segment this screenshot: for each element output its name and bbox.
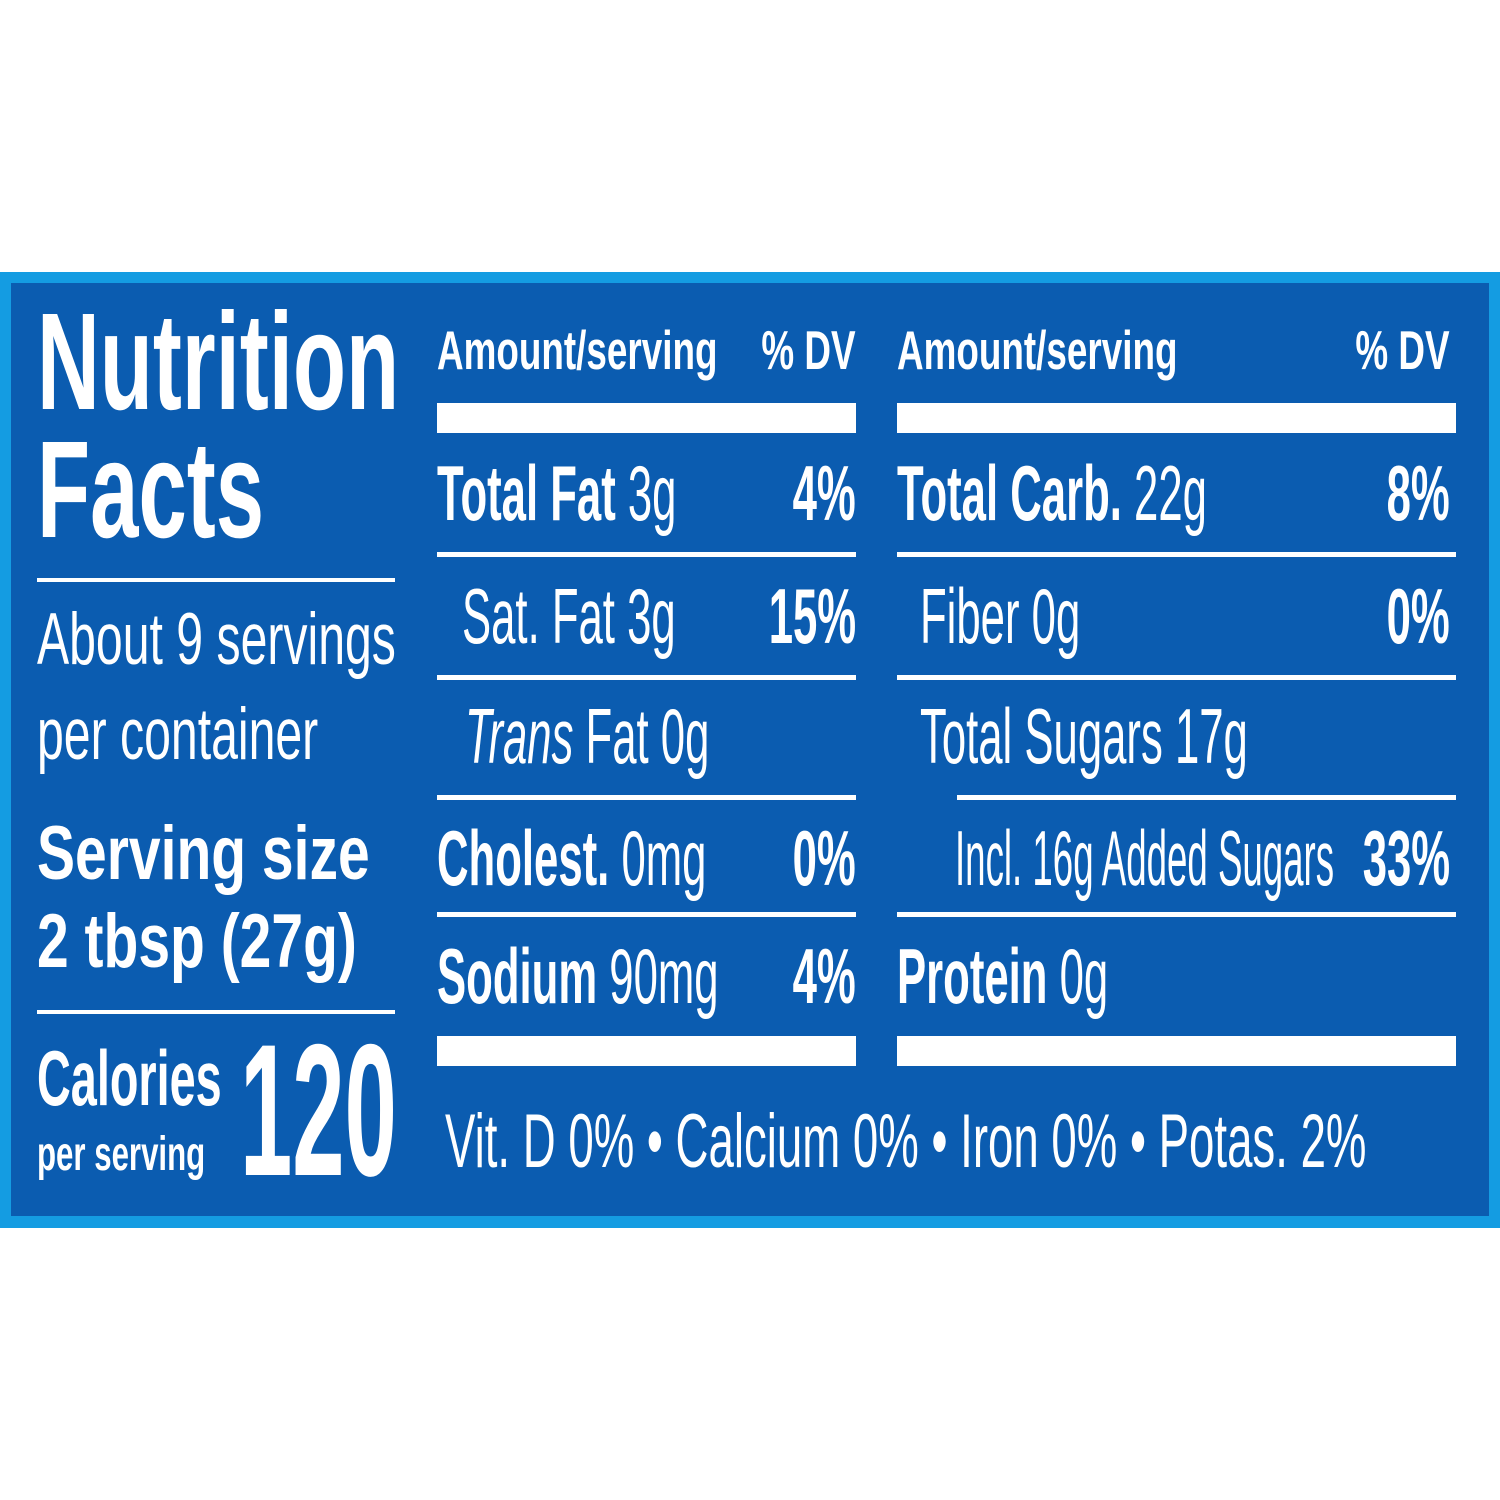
- servings-per-container-2: per container: [37, 694, 319, 775]
- row-added-sugars: Incl. 16g Added Sugars: [955, 814, 1335, 902]
- dv-fiber: 0%: [1386, 572, 1450, 660]
- header-amount-right: Amount/serving: [897, 319, 1178, 381]
- dv-sodium: 4%: [792, 932, 856, 1020]
- dv-cholesterol: 0%: [792, 814, 856, 902]
- bullet-separator: •: [1129, 1099, 1146, 1184]
- divider: [37, 578, 395, 582]
- bullet-separator: •: [931, 1099, 948, 1184]
- title-nutrition: Nutrition: [37, 285, 400, 439]
- row-sodium: Sodium 90mg: [437, 932, 719, 1020]
- calories-label: Calories: [37, 1034, 222, 1122]
- row-total-carb: Total Carb. 22g: [897, 449, 1207, 537]
- divider: [897, 675, 1456, 680]
- potassium: Potas. 2%: [1158, 1099, 1367, 1184]
- bullet-separator: •: [646, 1099, 663, 1184]
- thick-bar: [437, 403, 856, 433]
- divider: [897, 552, 1456, 557]
- thick-bar: [897, 1036, 1456, 1066]
- dv-added-sugars: 33%: [1362, 814, 1450, 902]
- calcium: Calcium 0%: [675, 1099, 919, 1184]
- divider: [437, 552, 856, 557]
- divider: [957, 795, 1456, 800]
- header-amount: Amount/serving: [437, 319, 718, 381]
- row-sat-fat: Sat. Fat 3g: [462, 572, 676, 660]
- divider: [437, 675, 856, 680]
- divider: [437, 912, 856, 917]
- thick-bar: [897, 403, 1456, 433]
- thick-bar: [437, 1036, 856, 1066]
- dv-total-carb: 8%: [1386, 449, 1450, 537]
- divider: [37, 1010, 395, 1014]
- row-fiber: Fiber 0g: [920, 572, 1081, 660]
- row-cholesterol: Cholest. 0mg: [437, 814, 707, 902]
- header-dv: % DV: [761, 319, 856, 381]
- row-trans-fat: Trans Fat 0g: [465, 692, 710, 780]
- title-facts: Facts: [37, 413, 265, 567]
- serving-size-value: 2 tbsp (27g): [37, 899, 357, 984]
- vitamins-minerals: Vit. D 0% • Calcium 0% • Iron 0% • Potas…: [445, 1104, 1366, 1180]
- iron: Iron 0%: [960, 1099, 1118, 1184]
- row-protein: Protein 0g: [897, 932, 1109, 1020]
- divider: [437, 795, 856, 800]
- divider: [897, 912, 1456, 917]
- vitamin-d: Vit. D 0%: [445, 1099, 635, 1184]
- servings-per-container: About 9 servings: [37, 599, 396, 680]
- dv-total-fat: 4%: [792, 449, 856, 537]
- row-total-fat: Total Fat 3g: [437, 449, 677, 537]
- header-dv-right: % DV: [1355, 319, 1450, 381]
- dv-sat-fat: 15%: [768, 572, 856, 660]
- calories-value: 120: [240, 1005, 397, 1215]
- serving-size-label: Serving size: [37, 811, 370, 896]
- calories-sublabel: per serving: [37, 1128, 206, 1181]
- row-total-sugars: Total Sugars 17g: [920, 692, 1248, 780]
